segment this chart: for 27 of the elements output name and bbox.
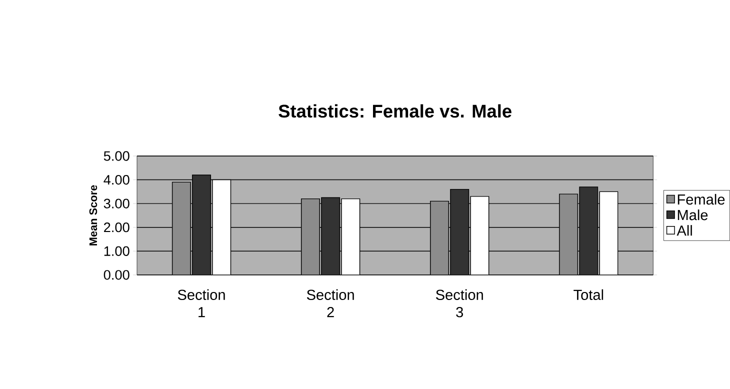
y-tick-label: 4.00 — [104, 174, 130, 185]
legend-label: Female — [678, 194, 725, 205]
x-tick-label: Section 1 — [178, 289, 225, 318]
bar — [450, 188, 470, 275]
bar — [172, 182, 191, 275]
y-tick-label: 1.00 — [104, 246, 130, 256]
legend-label: All — [676, 225, 692, 236]
bar — [341, 198, 360, 275]
y-tick-label: 3.00 — [104, 198, 130, 208]
bar — [300, 198, 320, 275]
y-tick-label: 5.00 — [104, 151, 130, 161]
bar — [321, 197, 340, 275]
x-tick-label: Total — [574, 289, 604, 300]
x-tick-label: Section 3 — [436, 289, 483, 318]
bar — [192, 174, 212, 275]
x-tick-label: Section 2 — [306, 289, 354, 318]
legend-label: Male — [678, 209, 708, 220]
chart-title: Statistics: Female vs. Male — [278, 104, 512, 118]
bar — [579, 186, 598, 275]
bar — [470, 196, 490, 275]
y-tick-label: 2.00 — [104, 222, 130, 232]
y-axis-title: Mean Score — [89, 185, 98, 246]
bar — [212, 179, 232, 275]
bar — [599, 191, 618, 275]
bar — [559, 194, 578, 275]
bar — [430, 200, 450, 275]
y-tick-label: 0.00 — [104, 270, 130, 280]
